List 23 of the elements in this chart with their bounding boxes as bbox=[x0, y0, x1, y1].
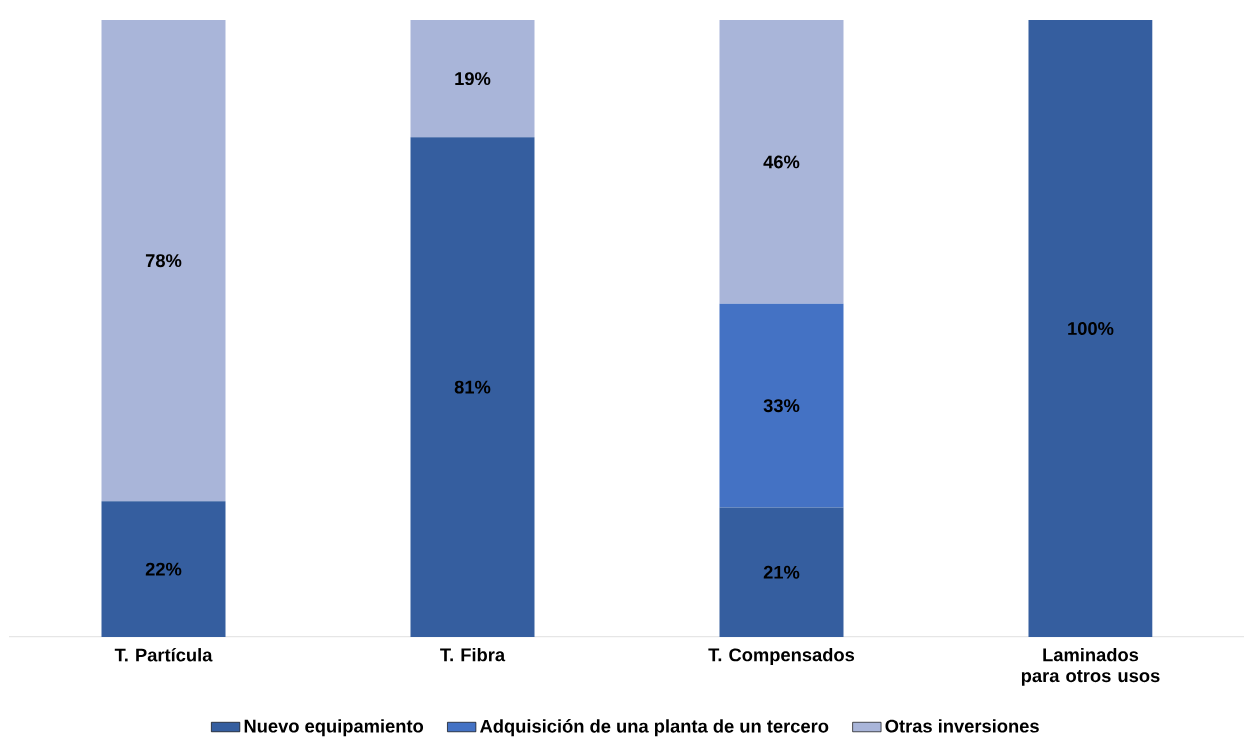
x-tick-label: T. Compensados bbox=[708, 647, 855, 665]
data-label: 21% bbox=[763, 565, 800, 579]
bar bbox=[410, 20, 535, 138]
data-label: 46% bbox=[763, 155, 800, 169]
bar bbox=[719, 507, 844, 637]
data-label: 100% bbox=[1068, 322, 1114, 335]
legend-label: Adquisición de una planta de un tercero bbox=[480, 719, 829, 737]
bar bbox=[1028, 20, 1153, 637]
bar bbox=[101, 501, 226, 637]
legend-label: Otras inversiones bbox=[885, 719, 1039, 733]
bar bbox=[101, 20, 226, 502]
x-tick-label: T. Partícula bbox=[114, 647, 213, 662]
x-tick-label: Laminados para otros usos bbox=[1021, 647, 1160, 686]
data-label: 22% bbox=[145, 562, 182, 576]
legend-label: Nuevo equipamiento bbox=[244, 719, 424, 737]
data-label: 78% bbox=[145, 254, 182, 268]
bar bbox=[719, 303, 844, 508]
data-label: 33% bbox=[763, 399, 800, 413]
data-label: 81% bbox=[454, 380, 491, 394]
data-label: 19% bbox=[455, 72, 491, 86]
bar bbox=[410, 137, 535, 637]
x-tick-label: T. Fibra bbox=[440, 647, 506, 662]
bar bbox=[719, 20, 844, 304]
